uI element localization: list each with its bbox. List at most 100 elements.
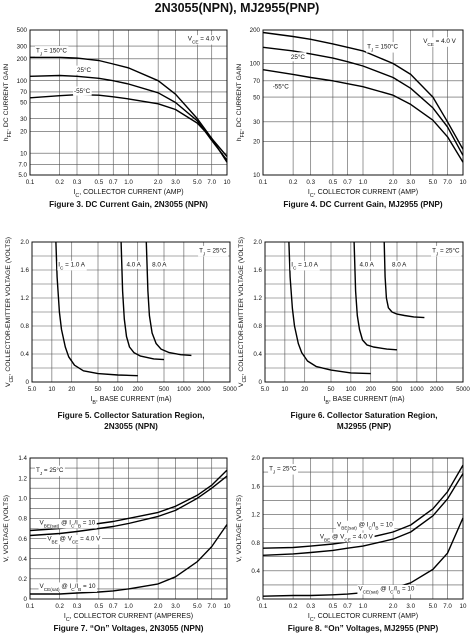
y-axis-label: hFE, DC CURRENT GAIN — [3, 64, 13, 141]
y-axis-label: VCE, COLLECTOR-EMITTER VOLTAGE (VOLTS) — [238, 237, 248, 387]
y-tick-label: 30 — [20, 116, 27, 123]
annotation-bg — [151, 260, 169, 269]
y-tick-label: 0.8 — [253, 323, 262, 330]
y-tick-label: 1.2 — [20, 295, 29, 302]
x-tick-label: 5.0 — [261, 386, 270, 393]
annotation-label: VBE(sat) @ IC/IB = 10 — [337, 521, 393, 530]
annotation-bg — [34, 46, 69, 57]
plot-frame — [29, 457, 228, 600]
x-tick-label: 50 — [95, 386, 102, 393]
annotation-bg — [268, 464, 298, 475]
y-tick-label: 0.2 — [18, 576, 27, 583]
y-tick-label: 10 — [253, 172, 260, 179]
annotation-bg — [271, 82, 291, 92]
x-tick-label: 0.2 — [289, 179, 298, 186]
x-tick-label: 2000 — [430, 386, 444, 393]
y-tick-label: 300 — [17, 43, 28, 50]
annotation-bg — [38, 582, 98, 592]
y-tick-label: 0.4 — [18, 556, 27, 563]
x-tick-label: 5.0 — [429, 179, 438, 186]
plot-frame — [29, 29, 228, 176]
x-tick-label: 0.2 — [55, 603, 64, 610]
chart-fig5: 5.0 10 20 50 100 200 500 1000 2000 5000 0 0.4 0.8 1.2… — [5, 237, 237, 431]
y-tick-label: 1.2 — [251, 512, 260, 519]
y-tick-label: 1.6 — [20, 267, 29, 274]
x-tick-label: 3.0 — [171, 179, 180, 186]
x-tick-label: 0.7 — [109, 179, 118, 186]
y-tick-label: 100 — [250, 61, 261, 68]
y-tick-label: 0.8 — [18, 516, 27, 523]
x-tick-label: 200 — [366, 386, 377, 393]
x-tick-label: 2.0 — [389, 603, 398, 610]
annotation-bg — [366, 42, 400, 53]
y-tick-label: 1.6 — [251, 483, 260, 490]
annotation-bg — [57, 260, 87, 271]
x-axis-label: IB, BASE CURRENT (mA) — [90, 396, 171, 406]
y-tick-label: 0.8 — [20, 323, 29, 330]
annotation-bg — [186, 35, 223, 45]
y-tick-label: 1.0 — [18, 495, 27, 502]
annotation-bg — [336, 520, 395, 531]
series-line-3 — [145, 241, 192, 357]
x-axis-label: IB, BASE CURRENT (mA) — [323, 396, 404, 406]
chart-fig7: 0.1 0.2 0.3 0.5 0.7 1.0 2.0 3.0 5.0 7.0 10 0 0.2 0.4 0… — [3, 455, 231, 633]
x-tick-label: 2.0 — [389, 179, 398, 186]
annotation-label: TJ = 150°C — [36, 47, 67, 57]
x-tick-label: 200 — [133, 386, 144, 393]
x-tick-label: 0.2 — [289, 603, 298, 610]
x-axis-label: IC, COLLECTOR CURRENT (AMP) — [73, 189, 183, 199]
annotation-label: VCE = 4.0 V — [188, 36, 221, 45]
series-line-2 — [120, 241, 165, 361]
y-tick-label: 50 — [253, 94, 260, 101]
x-tick-label: 5.0 — [28, 386, 37, 393]
plot-frame — [31, 241, 231, 383]
y-axis-label: V, VOLTAGE (VOLTS) — [3, 495, 10, 562]
x-tick-label: 20 — [68, 386, 75, 393]
x-tick-label: 0.3 — [306, 179, 315, 186]
x-tick-label: 0.5 — [95, 603, 104, 610]
figure-caption: Figure 3. DC Current Gain, 2N3055 (NPN) — [49, 200, 208, 209]
x-tick-label: 3.0 — [406, 603, 415, 610]
x-tick-label: 5000 — [456, 386, 470, 393]
y-tick-label: 2.0 — [253, 239, 262, 246]
x-tick-label: 7.0 — [207, 603, 216, 610]
annotation-label: TJ = 150°C — [367, 43, 398, 53]
chart-fig6: 5.0 10 20 50 100 200 500 1000 2000 5000 0 0.4 0.8 1.2… — [238, 237, 470, 431]
annotation-bg — [289, 52, 307, 62]
x-tick-label: 500 — [392, 386, 403, 393]
annotation-bg — [46, 535, 103, 545]
annotation-label: 4.0 A — [126, 261, 141, 268]
x-tick-label: 1000 — [177, 386, 191, 393]
annotation-label: TJ = 25°C — [36, 466, 64, 476]
annotation-label: 25°C — [291, 53, 306, 61]
x-tick-label: 0.3 — [73, 179, 82, 186]
page-title: 2N3055(NPN), MJ2955(PNP) — [154, 1, 320, 15]
x-tick-label: 0.3 — [306, 603, 315, 610]
y-tick-label: 200 — [250, 27, 261, 34]
annotation-label: TJ = 25°C — [432, 246, 460, 256]
x-tick-label: 2.0 — [154, 179, 163, 186]
x-tick-label: 5.0 — [429, 603, 438, 610]
y-tick-label: 20 — [20, 129, 27, 136]
x-axis-label: IC, COLLECTOR CURRENT (AMP) — [308, 613, 418, 623]
annotation-label: IC = 1.0 A — [291, 261, 318, 270]
annotation-label: VBE @ VCE = 4.0 V — [47, 536, 101, 545]
x-tick-label: 5000 — [223, 386, 237, 393]
annotation-label: -55°C — [74, 87, 91, 95]
annotation-label: 8.0 A — [392, 261, 407, 268]
x-tick-label: 0.3 — [73, 603, 82, 610]
x-tick-label: 20 — [301, 386, 308, 393]
y-tick-label: 1.2 — [253, 295, 262, 302]
series-line-3 — [383, 241, 425, 319]
y-tick-label: 500 — [17, 27, 28, 34]
series-line-3 — [30, 524, 228, 595]
chart-fig8: 0.1 0.2 0.3 0.5 0.7 1.0 2.0 3.0 5.0 7.0 10 0 0.4 0.8 1… — [236, 455, 467, 633]
y-tick-label: 1.6 — [253, 267, 262, 274]
series-line-2 — [262, 473, 464, 556]
x-tick-label: 0.7 — [343, 603, 352, 610]
x-tick-label: 0.5 — [329, 603, 338, 610]
y-tick-label: 0.8 — [251, 540, 260, 547]
x-tick-label: 0.7 — [343, 179, 352, 186]
figure-caption: Figure 4. DC Current Gain, MJ2955 (PNP) — [283, 200, 443, 209]
y-tick-label: 100 — [17, 78, 28, 85]
